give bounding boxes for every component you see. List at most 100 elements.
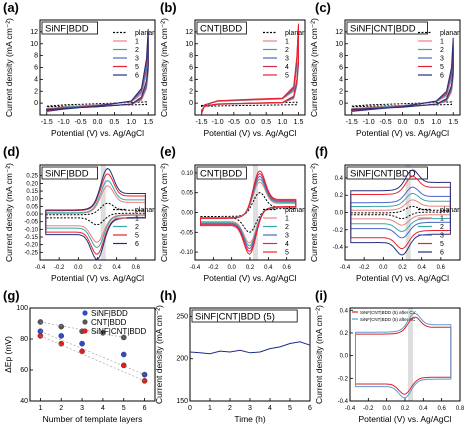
legend-label: planar — [285, 207, 305, 214]
x-tick-label: -1.5 — [195, 119, 207, 126]
y-tick-label: 150 — [176, 398, 188, 405]
plot-frame — [29, 307, 156, 402]
panel-h: (h) 0 1 2 3 4 5 6 150 200 250 Time (h) Current densi… — [154, 288, 312, 424]
x-tick-label: -0.5 — [380, 119, 392, 126]
y-axis-label: Current density (mA cm⁻²) — [309, 18, 319, 117]
data-point — [58, 323, 65, 330]
legend-label: 3 — [285, 233, 289, 240]
panel-label-g: (g) — [3, 288, 20, 303]
legend-label: CNT|BDD — [91, 318, 127, 327]
peak-band — [405, 165, 411, 260]
legend-label: 1 — [440, 216, 444, 223]
y-tick-label: -0.10 — [24, 227, 38, 233]
panel-c: (c)-1.5 -1.0 -0.5 0.0 0.5 1.0 1.5024681012Pote… — [309, 0, 461, 138]
x-tick-label: -0.4 — [340, 265, 351, 271]
y-tick-label: 0.15 — [26, 189, 38, 195]
panel-title: SiNF|CNT|BDD — [350, 169, 416, 180]
legend-label: 4 — [285, 241, 289, 248]
x-tick-label: -0.4 — [35, 265, 46, 271]
x-axis-label: Potential (V) vs. Ag/AgCl — [203, 273, 296, 283]
x-tick-label: 1 — [38, 405, 42, 412]
panel-label-d: (d) — [3, 144, 20, 159]
y-tick-label: 8 — [339, 53, 343, 60]
data-point — [79, 340, 85, 347]
legend-label: 5 — [440, 241, 444, 248]
panel-title-box — [41, 21, 98, 35]
series-line — [45, 185, 146, 243]
panel-title: SiNF|CNT|BDD (5) — [195, 312, 275, 323]
panel-title-box — [191, 309, 298, 323]
y-tick-label: 12 — [335, 29, 343, 36]
x-tick-label: 0.0 — [398, 119, 408, 126]
panel-title: CNT|BDD — [200, 169, 242, 180]
y-tick-label: -0.15 — [24, 235, 38, 241]
y-tick-label: 6 — [34, 65, 38, 72]
x-axis-label: Potential (V) vs. Ag/AgCl — [356, 128, 449, 138]
x-tick-label: 3 — [248, 405, 252, 412]
series-line — [46, 101, 147, 108]
series-line — [351, 37, 454, 112]
x-tick-label: 6 — [308, 405, 312, 412]
y-axis-label: Current density (mA cm⁻²) — [4, 18, 14, 117]
legend-label: 2 — [440, 224, 444, 231]
legend-label: 5 — [135, 64, 139, 71]
y-tick-label: 200 — [176, 356, 188, 363]
series-line — [200, 175, 297, 250]
panel-title-box — [196, 166, 247, 180]
y-tick-label: 0.0 — [335, 211, 344, 217]
x-tick-label: -1.5 — [41, 119, 53, 126]
x-tick-label: 0.0 — [93, 119, 103, 126]
x-tick-label: 0.5 — [110, 119, 120, 126]
x-tick-label: 4 — [268, 405, 272, 412]
x-tick-label: 6 — [143, 405, 147, 412]
x-tick-label: 3 — [80, 405, 84, 412]
legend-label: 1 — [135, 216, 139, 223]
legend-label: 2 — [285, 47, 289, 54]
y-tick-label: 12 — [185, 29, 193, 36]
x-tick-label: 0.0 — [74, 265, 83, 271]
panel-title-box — [196, 21, 247, 35]
x-tick-label: 0.0 — [379, 265, 388, 271]
x-tick-label: -1.5 — [346, 119, 358, 126]
series-line — [351, 49, 454, 111]
y-tick-label: 2 — [34, 88, 38, 95]
x-tick-label: 0.2 — [398, 265, 407, 271]
y-tick-label: -0.25 — [24, 250, 38, 256]
x-axis-label: Potential (V) vs. Ag/AgCl — [356, 273, 449, 283]
y-tick-label: 4 — [339, 76, 343, 83]
legend-label: SiNF|CNT|BDD (5) after AC — [360, 317, 416, 322]
series-line — [201, 101, 298, 108]
panel-label-c: (c) — [315, 0, 331, 15]
x-tick-label: -0.5 — [228, 119, 240, 126]
y-tick-label: 6 — [339, 65, 343, 72]
legend-label: 3 — [285, 56, 289, 63]
y-axis-label: Current density (mA cm⁻²) — [4, 163, 14, 262]
y-tick-label: 0.2 — [340, 331, 349, 337]
y-tick-label: 0.10 — [26, 197, 38, 203]
x-tick-label: 1.5 — [448, 119, 458, 126]
panel-title: SiNF|BDD — [45, 169, 89, 180]
panel-label-h: (h) — [160, 288, 177, 303]
legend-label: 2 — [135, 224, 139, 231]
y-tick-label: 8 — [189, 53, 193, 60]
x-tick-label: 0.2 — [93, 265, 102, 271]
legend-label: 3 — [440, 56, 444, 63]
legend-marker — [82, 310, 88, 316]
x-tick-label: 1.5 — [294, 119, 304, 126]
panel-title: CNT|BDD — [200, 24, 242, 35]
y-tick-label: 0.25 — [26, 174, 38, 180]
peak-band — [253, 165, 258, 260]
peak-band — [100, 165, 106, 260]
y-tick-label: 0 — [34, 100, 38, 107]
series-line — [46, 28, 149, 112]
panel-label-b: (b) — [160, 0, 177, 15]
legend-label: planar — [135, 207, 155, 214]
x-tick-label: 0.4 — [419, 406, 428, 412]
legend-label: 5 — [440, 64, 444, 71]
legend-label: 6 — [440, 73, 444, 80]
y-tick-label: -0.4 — [338, 399, 349, 405]
x-tick-label: 0.0 — [382, 406, 391, 412]
x-tick-label: -0.2 — [359, 265, 370, 271]
data-point — [58, 333, 65, 339]
x-tick-label: 2 — [228, 405, 232, 412]
